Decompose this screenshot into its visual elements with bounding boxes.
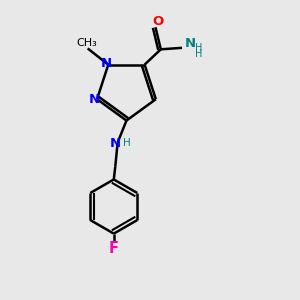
Text: F: F [109,242,119,256]
Text: N: N [110,137,121,150]
Text: N: N [89,93,100,106]
Text: H: H [194,43,202,53]
Text: N: N [185,37,196,50]
Text: O: O [152,15,164,28]
Text: H: H [194,49,202,59]
Text: CH₃: CH₃ [77,38,98,48]
Text: H: H [123,138,131,148]
Text: N: N [100,57,112,70]
